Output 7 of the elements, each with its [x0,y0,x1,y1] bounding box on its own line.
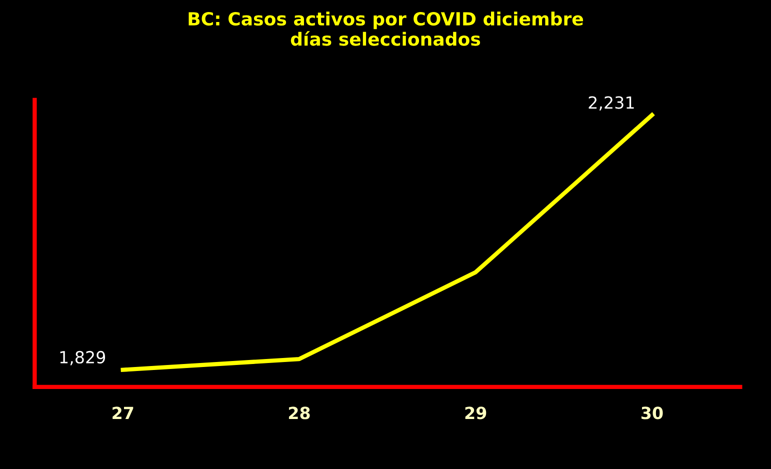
x-tick-label: 28 [288,406,310,420]
chart-title: BC: Casos activos por COVID diciembre días seleccionados [188,12,584,46]
x-tick-label: 30 [641,406,663,420]
data-label: 2,231 [588,96,634,111]
x-tick-label: 27 [112,406,134,420]
x-tick-label: 29 [465,406,486,420]
data-label: 1,829 [60,350,106,366]
